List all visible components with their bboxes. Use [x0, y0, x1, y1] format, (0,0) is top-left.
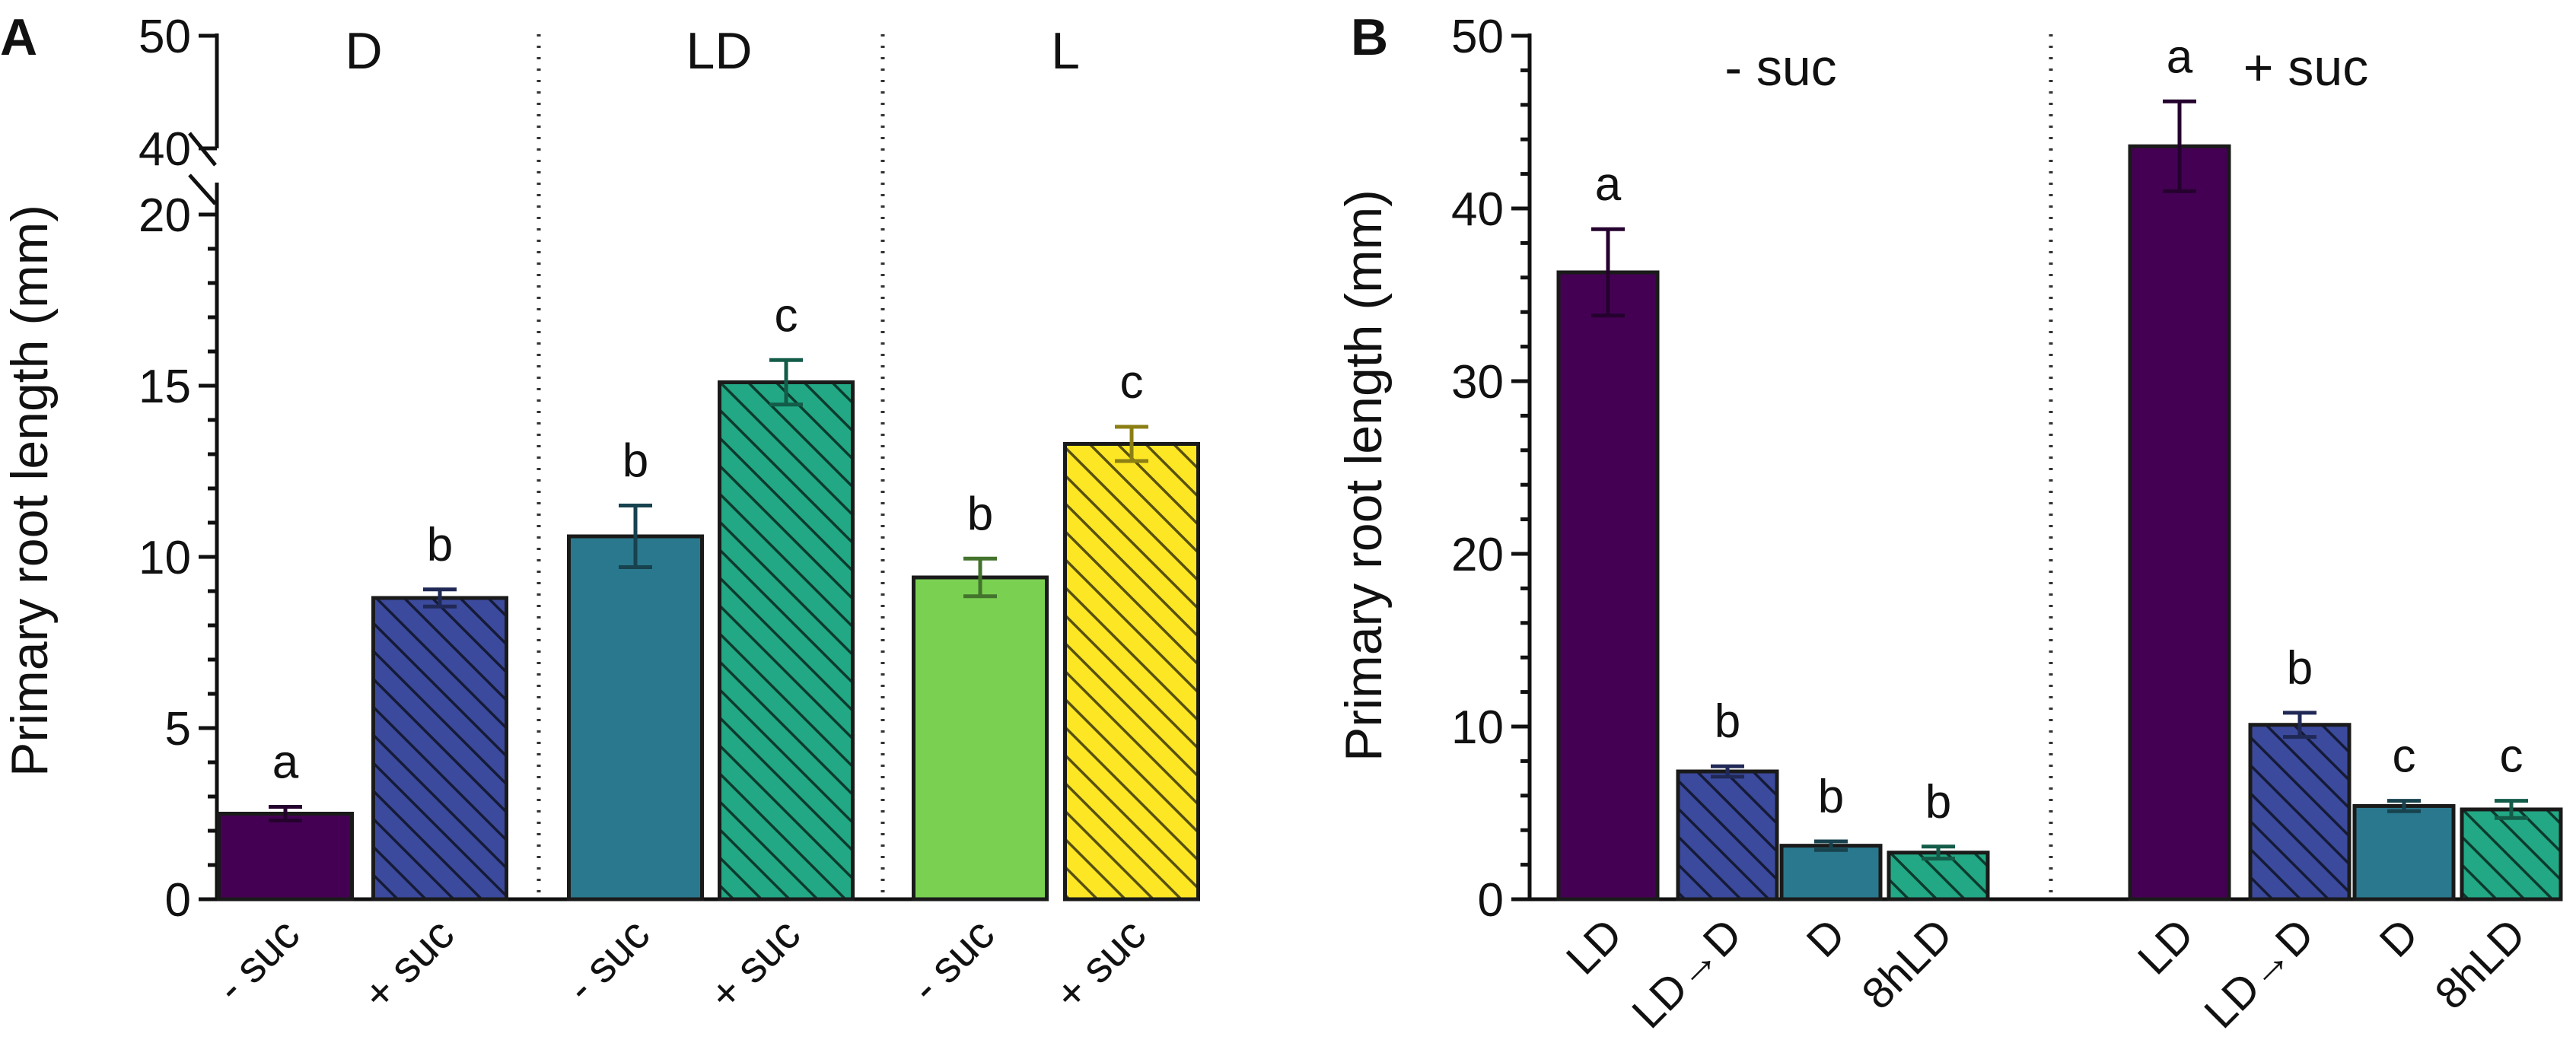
y-tick-label: 40: [139, 123, 191, 176]
category-label: - suc: [901, 909, 1004, 1012]
y-tick-label: 15: [139, 361, 191, 413]
axis-break-mark: [188, 173, 217, 205]
significance-letter: a: [272, 736, 299, 789]
significance-letter: c: [2500, 730, 2523, 783]
significance-letter: b: [1818, 771, 1844, 823]
y-tick-label: 30: [1451, 356, 1504, 409]
significance-letter: a: [2167, 30, 2193, 83]
bar-ld-suc: [567, 534, 704, 902]
significance-letter: c: [775, 289, 798, 342]
y-tick-label: 20: [139, 189, 191, 242]
category-label: D: [2371, 909, 2428, 967]
error-bar-ld-suc: [769, 358, 803, 407]
bar-suc-8hld: [2460, 807, 2563, 902]
significance-letter: b: [427, 519, 453, 571]
y-tick-label: 40: [1451, 183, 1504, 236]
y-tick-label: 0: [165, 874, 191, 927]
group-label: D: [345, 22, 382, 80]
significance-letter: b: [623, 435, 648, 488]
bar-suc-d: [2352, 803, 2456, 902]
group-label: L: [1051, 22, 1080, 80]
category-label: + suc: [1045, 909, 1155, 1019]
bar-suc-ld-d: [1676, 769, 1779, 902]
panel-a: A 0 5 10 15 20 40 50 Primary root length (mm) D LD…: [0, 8, 1200, 1019]
category-label: LD→D: [1622, 909, 1751, 1038]
error-bar-ld-suc: [619, 504, 652, 569]
category-label: 8hLD: [2425, 909, 2535, 1019]
category-label: LD→D: [2195, 909, 2323, 1038]
panel-letter: B: [1351, 8, 1388, 66]
panel-letter: A: [0, 8, 37, 66]
y-axis-label: Primary root length (mm): [1, 205, 59, 777]
error-bar-suc-ld-d: [2283, 711, 2316, 739]
error-bar-l-suc: [963, 556, 997, 599]
error-bar-suc-d: [2387, 799, 2421, 813]
bar-suc-ld: [1556, 270, 1660, 902]
y-tick-label: 5: [165, 703, 191, 755]
y-tick-label: 50: [139, 11, 191, 63]
significance-letter: b: [2287, 642, 2313, 695]
group-label: - suc: [1724, 39, 1836, 97]
group-label: LD: [686, 22, 753, 80]
bar-l-suc: [912, 575, 1049, 902]
significance-letter: a: [1595, 158, 1622, 211]
significance-letter: b: [967, 488, 993, 540]
error-bar-suc-ld: [1591, 227, 1625, 318]
bar-l-suc: [1063, 442, 1200, 902]
category-label: + suc: [353, 909, 463, 1019]
category-label: + suc: [699, 909, 810, 1019]
significance-letter: c: [1120, 356, 1144, 409]
error-bar-suc-d: [1814, 839, 1848, 852]
y-tick-label: 20: [1451, 529, 1504, 581]
error-bar-d-suc: [423, 587, 457, 609]
category-label: - suc: [556, 909, 659, 1012]
error-bar-l-suc: [1115, 425, 1148, 463]
category-label: 8hLD: [1852, 909, 1962, 1019]
category-label: D: [1797, 909, 1855, 967]
y-axis-label: Primary root length (mm): [1335, 189, 1393, 762]
significance-letter: c: [2393, 730, 2416, 783]
category-label: LD: [1557, 909, 1632, 984]
error-bar-suc-8hld: [2495, 799, 2528, 820]
category-label: - suc: [206, 909, 309, 1012]
y-tick-label: 0: [1478, 874, 1504, 927]
error-bar-d-suc: [269, 805, 302, 822]
bar-suc-ld: [2128, 144, 2231, 902]
panel-b: B 0 10 20 30 40 50 Primary root length (mm) - su…: [1335, 8, 2563, 1038]
bar-d-suc: [371, 596, 508, 902]
bar-ld-suc: [718, 380, 855, 902]
bar-suc-ld-d: [2248, 723, 2352, 902]
bar-d-suc: [217, 812, 354, 902]
error-bar-suc-8hld: [1922, 844, 1955, 861]
category-label: LD: [2129, 909, 2203, 984]
bar-suc-d: [1779, 844, 1883, 902]
y-tick-label: 10: [1451, 701, 1504, 754]
group-label: + suc: [2243, 39, 2368, 97]
error-bar-suc-ld: [2163, 99, 2196, 193]
significance-letter: b: [1925, 776, 1951, 828]
error-bar-suc-ld-d: [1711, 764, 1744, 779]
y-tick-label: 10: [139, 532, 191, 584]
significance-letter: b: [1715, 695, 1740, 748]
y-tick-label: 50: [1451, 11, 1504, 63]
